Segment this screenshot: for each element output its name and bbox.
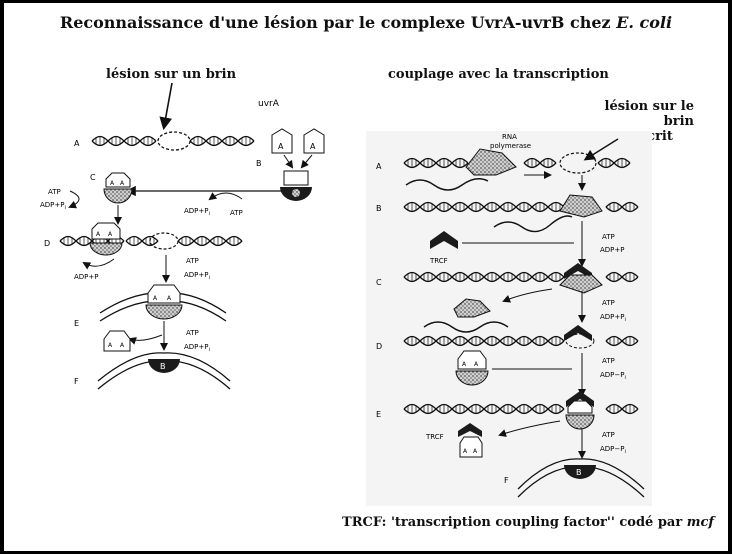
svg-text:A: A xyxy=(110,180,115,187)
svg-text:A: A xyxy=(310,142,316,151)
right-dna-c xyxy=(403,263,639,294)
uvra-monomers: A A xyxy=(271,128,325,169)
left-step-e: E xyxy=(74,319,79,328)
rna-polymerase-label-1: RNA xyxy=(502,133,517,141)
trcf-protein xyxy=(430,231,458,249)
slide-panel: Reconnaissance d'une lésion par le compl… xyxy=(4,3,728,551)
right-step-d: D xyxy=(376,342,382,351)
uvra-uvrb-complex-right-d: A A xyxy=(455,350,489,386)
svg-text:A: A xyxy=(278,142,284,151)
adp-pi-right-e: ADP−Pi xyxy=(600,445,626,455)
svg-text:B: B xyxy=(160,362,166,371)
svg-text:A: A xyxy=(108,231,113,238)
svg-text:A: A xyxy=(153,295,158,302)
adp-pi-right-d: ADP−Pi xyxy=(600,371,626,381)
trcf-label-e: TRCF xyxy=(425,433,444,441)
left-dna-d: A A xyxy=(59,222,243,256)
lesion-pointer-arrow xyxy=(159,82,173,131)
svg-text:A: A xyxy=(96,231,101,238)
atp-right-d: ATP xyxy=(602,357,615,365)
atp-right-e: ATP xyxy=(602,431,615,439)
released-uvra-dimer: A A xyxy=(103,330,131,352)
left-step-b: B xyxy=(256,159,262,168)
atp-b: ATP xyxy=(230,209,243,217)
svg-text:A: A xyxy=(474,361,479,368)
right-step-e: E xyxy=(376,410,381,419)
right-dna-d xyxy=(403,325,639,349)
svg-text:A: A xyxy=(167,295,172,302)
adp-p-right-b: ADP+P xyxy=(600,246,625,254)
released-trcf-and-uvra: A A xyxy=(458,423,483,458)
left-step-c: C xyxy=(90,173,96,182)
right-figure-background xyxy=(366,131,652,506)
right-dna-e xyxy=(403,391,639,430)
figure-canvas: uvrA A A A B xyxy=(40,82,652,506)
svg-text:B: B xyxy=(576,468,582,477)
right-step-c: C xyxy=(376,278,382,287)
uvrb-dna-complex-f: B xyxy=(97,352,231,390)
right-dna-a xyxy=(403,148,631,191)
left-step-f: F xyxy=(74,377,79,386)
svg-text:A: A xyxy=(473,448,478,455)
atp-e: ATP xyxy=(186,329,199,337)
uvra-uvrb-complex-c: A A xyxy=(103,172,133,204)
right-step-a: A xyxy=(376,162,382,171)
right-heading: couplage avec la transcription xyxy=(388,67,609,82)
svg-text:A: A xyxy=(108,342,113,349)
uvra-uvrb-complex-b xyxy=(280,170,312,201)
uvra-label: uvrA xyxy=(258,99,280,109)
rna-polymerase-label-2: polymerase xyxy=(490,142,531,150)
left-dna-a xyxy=(91,131,255,151)
right-dna-b xyxy=(403,194,639,233)
left-heading: lésion sur un brin xyxy=(106,67,237,82)
svg-text:A: A xyxy=(463,448,468,455)
adp-pi-e: ADP+Pi xyxy=(184,343,210,353)
adp-pi-d: ADP+Pi xyxy=(184,271,210,281)
atp-right-b: ATP xyxy=(602,233,615,241)
adp-p-d: ADP+P xyxy=(74,273,99,281)
svg-text:A: A xyxy=(120,180,125,187)
adp-pi-right-c: ADP+Pi xyxy=(600,313,626,323)
svg-text:A: A xyxy=(120,342,125,349)
left-figure: uvrA A A A B xyxy=(40,82,325,390)
uvrb-dna-complex-right-f: B xyxy=(517,458,645,498)
slide-title: Reconnaissance d'une lésion par le compl… xyxy=(59,13,673,32)
svg-text:A: A xyxy=(462,361,467,368)
adp-pi-b: ADP+Pi xyxy=(184,207,210,217)
atp-left-c: ATP xyxy=(48,188,61,196)
trcf-label-b: TRCF xyxy=(429,257,448,265)
right-figure: RNA polymerase A B xyxy=(376,133,645,498)
atp-d: ATP xyxy=(186,257,199,265)
released-rna-polymerase xyxy=(423,298,509,333)
atp-right-c: ATP xyxy=(602,299,615,307)
left-step-d: D xyxy=(44,239,50,248)
left-bent-dna: A A xyxy=(99,284,227,322)
left-step-a: A xyxy=(74,139,80,148)
trcf-caption: TRCF: 'transcription coupling factor'' c… xyxy=(342,515,714,530)
adp-pi-left-c: ADP+Pi xyxy=(40,201,66,211)
right-step-b: B xyxy=(376,204,382,213)
right-step-f: F xyxy=(504,476,509,485)
